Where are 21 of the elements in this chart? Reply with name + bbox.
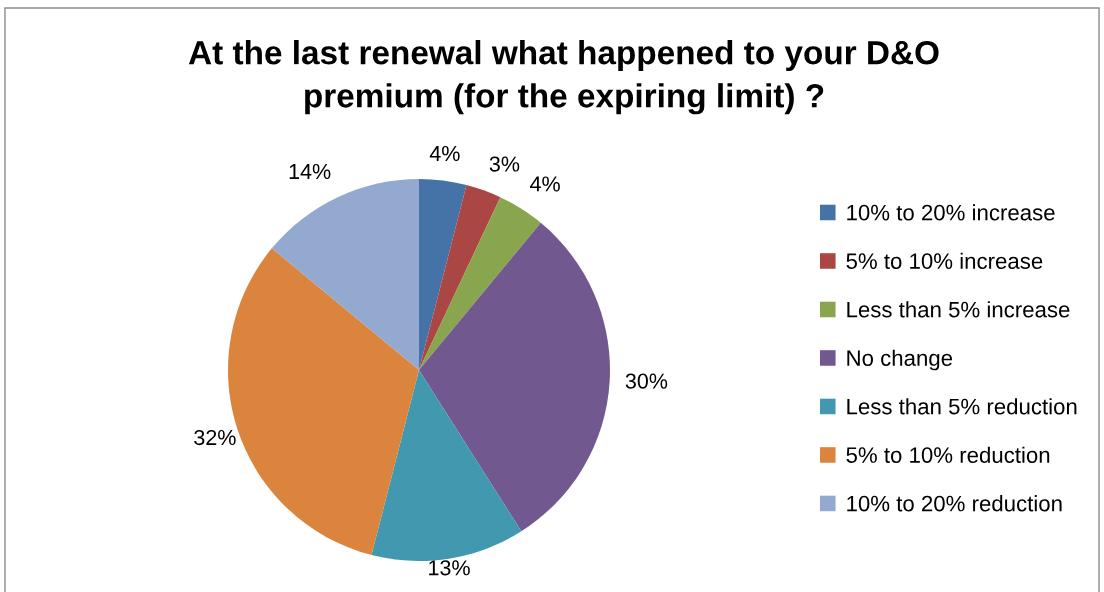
legend-label: Less than 5% reduction xyxy=(847,398,1077,415)
legend-label: 5% to 10% reduction xyxy=(846,446,1050,463)
legend-label: No change xyxy=(847,349,953,371)
data-label: 4% xyxy=(530,176,560,192)
data-label: 3% xyxy=(489,156,520,172)
legend-label: 5% to 10% increase xyxy=(846,252,1043,269)
pie-slice xyxy=(419,179,467,370)
pie-slice xyxy=(419,222,610,532)
pie-slice xyxy=(419,185,501,370)
legend-label: 10% to 20% reduction xyxy=(847,495,1062,512)
pie-slice xyxy=(371,370,522,561)
data-label: 32% xyxy=(194,429,236,446)
data-label: 14% xyxy=(289,163,331,180)
chart-title: At the last renewal what happened to your D&O premium (for the expiring limit) ? xyxy=(188,40,939,115)
pie-slice xyxy=(419,197,541,370)
legend-label: 10% to 20% increase xyxy=(847,204,1055,221)
data-label: 30% xyxy=(625,373,668,389)
data-label: 13% xyxy=(429,560,470,576)
legend-label: Less than 5% increase xyxy=(847,301,1070,318)
data-label: 4% xyxy=(429,145,460,162)
pie-slice xyxy=(271,179,419,370)
